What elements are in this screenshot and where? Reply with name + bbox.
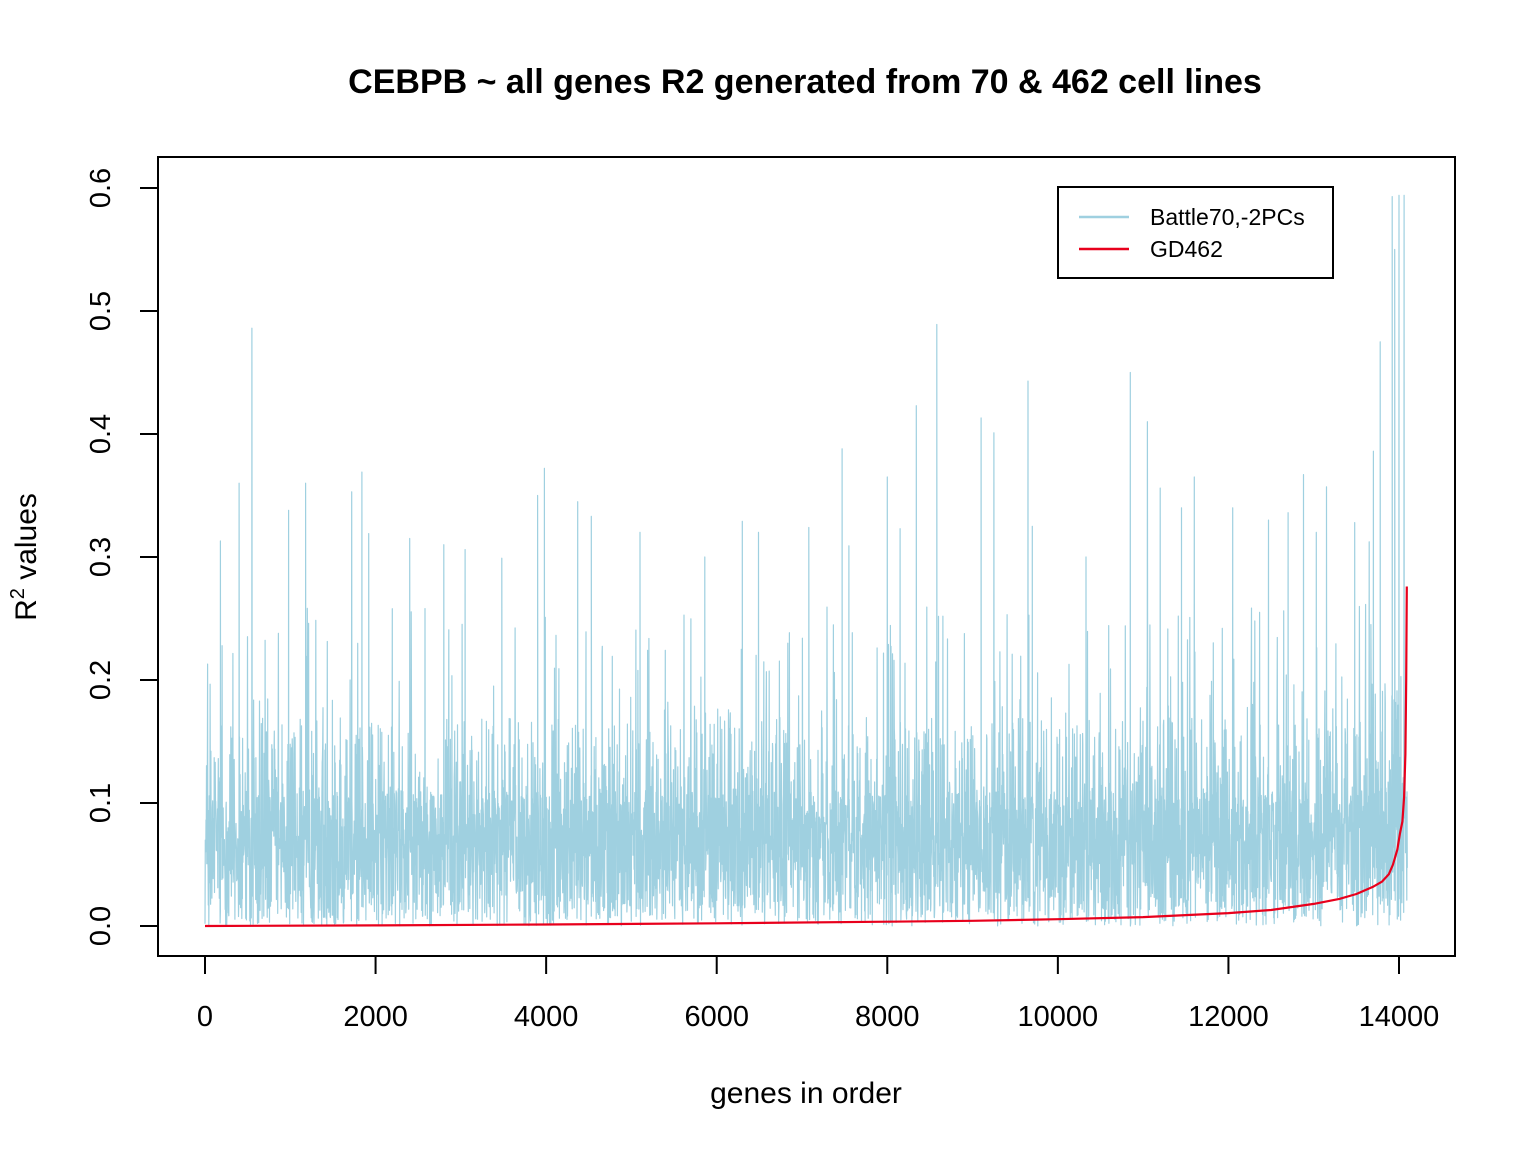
x-tick-label: 4000 xyxy=(514,1001,579,1033)
y-tick-label: 0.4 xyxy=(85,414,117,454)
plot-area xyxy=(204,194,1408,928)
legend-label-gd462: GD462 xyxy=(1150,236,1223,262)
y-tick-label: 0.2 xyxy=(85,660,117,700)
series-line-gd462 xyxy=(204,586,1408,928)
x-tick-label: 2000 xyxy=(343,1001,408,1033)
x-tick-label: 14000 xyxy=(1359,1001,1440,1033)
y-tick-label: 0.3 xyxy=(85,537,117,577)
x-axis-label: genes in order xyxy=(710,1077,902,1110)
legend: Battle70,-2PCs GD462 xyxy=(1057,186,1334,279)
y-tick-label: 0.6 xyxy=(85,168,117,208)
series-line-battle70 xyxy=(204,194,1408,927)
x-tick-label: 10000 xyxy=(1018,1001,1099,1033)
y-tick-label: 0.5 xyxy=(85,291,117,331)
y-axis-label-superscript: 2 xyxy=(7,588,29,599)
x-tick-label: 8000 xyxy=(855,1001,920,1033)
y-axis-label-rest: values xyxy=(10,493,43,588)
x-tick-label: 0 xyxy=(197,1001,213,1033)
legend-label-battle70: Battle70,-2PCs xyxy=(1150,204,1305,230)
y-axis: 0.0 0.1 0.2 0.3 0.4 0.5 0.6 xyxy=(85,168,159,946)
x-tick-label: 6000 xyxy=(684,1001,749,1033)
y-tick-label: 0.0 xyxy=(85,906,117,946)
y-axis-label-base: R xyxy=(10,599,43,621)
x-axis: 0 2000 4000 6000 8000 10000 12000 14000 xyxy=(197,955,1440,1033)
y-axis-label: R2 values xyxy=(7,493,43,621)
legend-box xyxy=(1057,186,1334,279)
x-tick-label: 12000 xyxy=(1188,1001,1269,1033)
y-tick-label: 0.1 xyxy=(85,783,117,823)
chart-title: CEBPB ~ all genes R2 generated from 70 &… xyxy=(348,63,1262,101)
